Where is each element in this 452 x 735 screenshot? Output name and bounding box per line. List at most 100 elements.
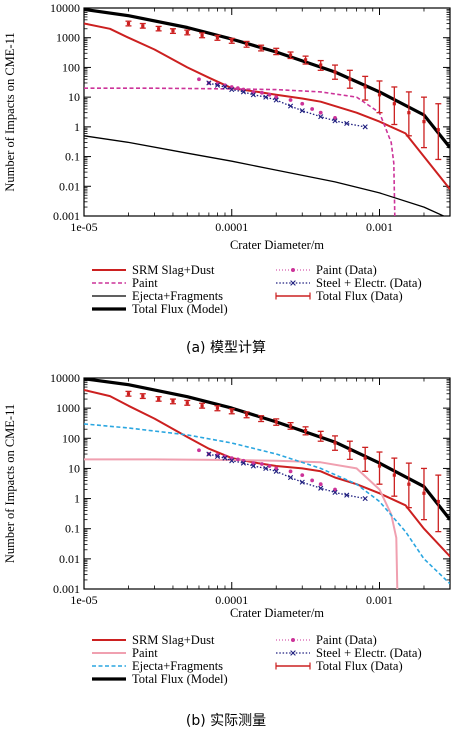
data-point-steel-electr-data	[206, 451, 212, 457]
data-point-steel-electr-data	[287, 474, 294, 481]
plot-frame	[83, 7, 451, 217]
y-tick-label: 0.001	[53, 209, 80, 223]
data-point-total-flux-data	[200, 404, 204, 408]
legend-entry-total-flux-data: Total Flux (Data)	[275, 659, 403, 673]
data-point-paint-data	[197, 448, 201, 453]
data-point-steel-electr-data	[299, 479, 305, 485]
data-point-steel-electr-data	[344, 120, 350, 127]
data-point-paint-data	[310, 107, 315, 111]
x-axis-label: Crater Diameter/m	[230, 606, 324, 620]
y-tick-label: 10	[68, 461, 80, 475]
data-point-paint-data	[333, 487, 337, 492]
series-line-paint	[84, 87, 396, 216]
data-point-total-flux-data	[244, 413, 249, 417]
legend-label: Total Flux (Model)	[132, 672, 228, 686]
data-point-total-flux-data	[230, 409, 234, 413]
data-point-total-flux-data	[185, 401, 189, 405]
data-point-paint-data	[288, 469, 293, 474]
x-tick-label: 1e-05	[70, 220, 97, 234]
caption-b: (b) 实际测量	[186, 713, 266, 729]
data-point-steel-electr-data	[362, 495, 368, 502]
data-point-steel-electr-data	[214, 453, 221, 460]
x-tick-label: 0.001	[366, 593, 393, 607]
legend-entry-ejecta-fragments: Ejecta+Fragments	[92, 659, 223, 673]
legend-entry-paint-data: Paint (Data)	[276, 263, 377, 277]
data-point-paint-data	[235, 86, 240, 91]
series-line-total-flux-model	[84, 8, 450, 149]
data-point-total-flux-data	[157, 397, 161, 401]
y-tick-label: 10000	[50, 1, 80, 15]
data-point-total-flux-data	[288, 53, 293, 57]
plot-area	[84, 378, 450, 589]
y-tick-label: 1	[74, 492, 80, 506]
y-tick-label: 10	[68, 90, 80, 104]
data-point-total-flux-data	[303, 428, 308, 433]
data-point-total-flux-data	[319, 434, 323, 438]
data-point-total-flux-data	[200, 33, 204, 37]
data-point-steel-electr-data	[273, 97, 279, 103]
data-point-steel-electr-data	[318, 485, 324, 491]
data-point-total-flux-data	[363, 456, 367, 460]
data-point-total-flux-data	[126, 21, 131, 26]
y-tick-label: 0.01	[59, 179, 80, 193]
data-point-total-flux-data	[392, 102, 396, 106]
data-point-total-flux-data	[215, 406, 220, 410]
data-point-total-flux-data	[377, 464, 382, 468]
data-point-total-flux-data	[377, 93, 382, 97]
data-point-steel-electr-data	[344, 492, 350, 498]
y-tick-label: 0.001	[53, 582, 80, 596]
data-point-total-flux-data	[215, 36, 220, 40]
data-point-total-flux-data	[171, 399, 175, 403]
legend-label: Ejecta+Fragments	[132, 659, 223, 673]
legend-label: Total Flux (Data)	[316, 289, 403, 303]
legend-label: Steel + Electr. (Data)	[316, 276, 422, 290]
y-tick-label: 1000	[56, 31, 80, 45]
data-point-steel-electr-data	[332, 489, 338, 496]
legend-entry-total-flux-data: Total Flux (Data)	[275, 289, 403, 303]
data-point-total-flux-data	[303, 58, 308, 62]
series-line-ejecta-fragments	[84, 423, 450, 585]
data-point-paint-data	[197, 77, 201, 82]
y-axis-label: Number of Impacts on CME-11	[3, 404, 17, 563]
data-point-steel-electr-data	[287, 103, 294, 109]
data-point-total-flux-data	[259, 416, 263, 421]
legend-swatch-marker	[291, 638, 295, 642]
y-axis-label: Number of Impacts on CME-11	[3, 32, 17, 191]
data-point-paint-data	[318, 110, 323, 115]
x-tick-label: 0.0001	[215, 220, 248, 234]
data-point-total-flux-data	[171, 29, 175, 33]
data-point-total-flux-data	[348, 77, 352, 81]
data-point-steel-electr-data	[214, 82, 221, 88]
data-point-total-flux-data	[319, 63, 323, 67]
data-point-steel-electr-data	[222, 84, 228, 90]
data-point-paint-data	[300, 101, 305, 106]
y-tick-label: 1000	[56, 401, 80, 415]
legend-entry-paint: Paint	[92, 276, 158, 290]
legend-entry-paint: Paint	[92, 646, 158, 660]
data-point-paint-data	[310, 478, 315, 483]
series-line-srm-slag-dust	[84, 22, 450, 190]
data-point-steel-electr-data	[222, 455, 228, 461]
data-point-paint-data	[274, 466, 279, 471]
data-point-steel-electr-data	[299, 108, 305, 114]
plot-frame	[83, 377, 451, 590]
y-tick-label: 100	[62, 60, 80, 74]
series-line-paint	[84, 458, 399, 589]
data-point-paint-data	[274, 95, 279, 100]
legend-entry-steel-electr-data: Steel + Electr. (Data)	[276, 276, 422, 290]
x-tick-label: 1e-05	[70, 593, 97, 607]
data-point-steel-electr-data	[263, 465, 269, 472]
data-point-total-flux-data	[288, 424, 293, 428]
legend-label: SRM Slag+Dust	[132, 633, 215, 647]
data-point-total-flux-data	[157, 27, 161, 31]
data-point-total-flux-data	[436, 128, 440, 132]
legend-label: Paint (Data)	[316, 633, 377, 647]
legend-entry-steel-electr-data: Steel + Electr. (Data)	[276, 646, 422, 660]
data-point-total-flux-data	[230, 38, 234, 43]
data-point-total-flux-data	[422, 491, 426, 495]
data-point-steel-electr-data	[273, 468, 279, 474]
x-tick-label: 0.001	[366, 220, 393, 234]
x-axis-label: Crater Diameter/m	[230, 238, 324, 252]
data-point-paint-data	[260, 90, 264, 95]
